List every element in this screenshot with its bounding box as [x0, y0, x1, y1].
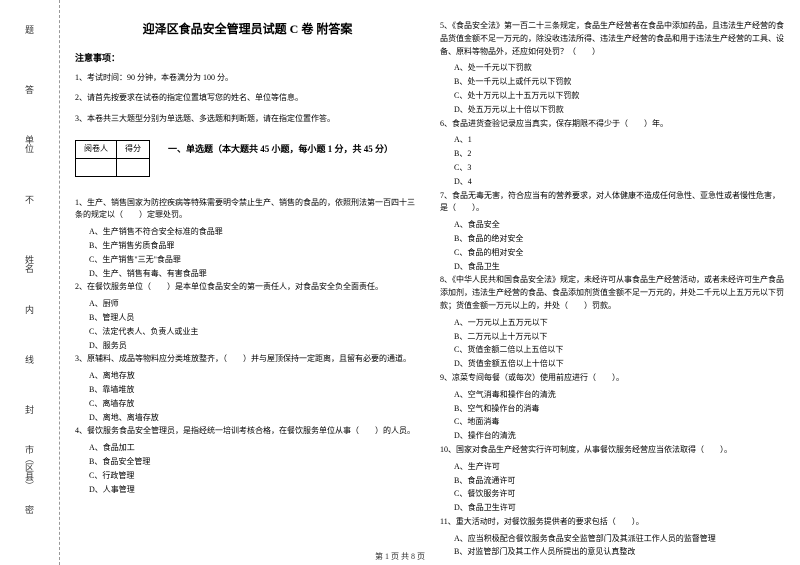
option: A、一万元以上五万元以下: [440, 317, 785, 330]
question-text: 9、凉菜专间每餐（或每次）使用前应进行（ ）。: [440, 372, 785, 385]
option: B、对监管部门及其工作人员所提出的意见认真整改: [440, 546, 785, 559]
binding-label: 封: [23, 405, 36, 414]
question-block: 4、餐饮服务食品安全管理员，是指经统一培训考核合格，在餐饮服务单位从事（ ）的人…: [75, 425, 420, 496]
question-text: 5、《食品安全法》第一百二十三条规定，食品生产经营者在食品中添加药品，且违法生产…: [440, 20, 785, 58]
question-text: 2、在餐饮服务单位（ ）是本单位食品安全的第一责任人，对食品安全负全面责任。: [75, 281, 420, 294]
question-text: 6、食品进货查验记录应当真实，保存期限不得少于（ ）年。: [440, 118, 785, 131]
option: A、食品加工: [75, 442, 420, 455]
notice-item: 1、考试时间：90 分钟，本卷满分为 100 分。: [75, 72, 420, 85]
question-block: 5、《食品安全法》第一百二十三条规定，食品生产经营者在食品中添加药品，且违法生产…: [440, 20, 785, 117]
binding-label: 不: [23, 195, 36, 204]
option: C、3: [440, 162, 785, 175]
content-columns: 迎泽区食品安全管理员试题 C 卷 附答案 注意事项： 1、考试时间：90 分钟，…: [60, 0, 800, 565]
option: A、处一千元以下罚款: [440, 62, 785, 75]
binding-label: 题: [23, 25, 36, 34]
option: D、人事管理: [75, 484, 420, 497]
right-column: 5、《食品安全法》第一百二十三条规定，食品生产经营者在食品中添加药品，且违法生产…: [440, 20, 785, 555]
binding-margin: 题 答 单位 不 姓名 内 线 封 市（区县） 密: [0, 0, 60, 565]
option: B、二万元以上十万元以下: [440, 331, 785, 344]
question-block: 1、生产、销售国家为防控疾病等特殊需要明令禁止生产、销售的食品的，依照刑法第一百…: [75, 197, 420, 281]
option: C、地面消毒: [440, 416, 785, 429]
option: A、空气消毒和操作台的清洗: [440, 389, 785, 402]
option: B、处一千元以上或仟元以下罚款: [440, 76, 785, 89]
option: B、靠墙堆放: [75, 384, 420, 397]
option: A、应当积极配合餐饮服务食品安全监管部门及其派驻工作人员的监督管理: [440, 533, 785, 546]
option: B、管理人员: [75, 312, 420, 325]
question-text: 4、餐饮服务食品安全管理员，是指经统一培训考核合格，在餐饮服务单位从事（ ）的人…: [75, 425, 420, 438]
option: C、行政管理: [75, 470, 420, 483]
binding-label: 内: [23, 305, 36, 314]
option: C、法定代表人、负责人或业主: [75, 326, 420, 339]
score-cell: [117, 158, 150, 176]
option: C、生产销售"三无"食品罪: [75, 254, 420, 267]
option: B、食品的绝对安全: [440, 233, 785, 246]
option: D、食品卫生: [440, 261, 785, 274]
binding-label: 姓名: [23, 255, 36, 273]
notice-item: 3、本卷共三大题型分别为单选题、多选题和判断题，请在指定位置作答。: [75, 113, 420, 126]
question-text: 11、重大活动时，对餐饮服务提供者的要求包括（ ）。: [440, 516, 785, 529]
option: D、操作台的清洗: [440, 430, 785, 443]
exam-page: 题 答 单位 不 姓名 内 线 封 市（区县） 密 迎泽区食品安全管理员试题 C…: [0, 0, 800, 565]
notice-heading: 注意事项：: [75, 51, 420, 65]
option: D、4: [440, 176, 785, 189]
option: A、食品安全: [440, 219, 785, 232]
option: A、厨师: [75, 298, 420, 311]
page-footer: 第 1 页 共 8 页: [375, 551, 425, 562]
binding-label: 线: [23, 355, 36, 364]
question-text: 8、《中华人民共和国食品安全法》规定，未经许可从事食品生产经营活动，或者未经许可…: [440, 274, 785, 312]
question-block: 10、国家对食品生产经营实行许可制度，从事餐饮服务经营应当依法取得（ ）。 A、…: [440, 444, 785, 515]
option: C、离墙存放: [75, 398, 420, 411]
option: A、生产许可: [440, 461, 785, 474]
binding-label: 密: [23, 505, 36, 514]
binding-label: 市（区县）: [23, 445, 36, 490]
option: D、处五万元以上十倍以下罚款: [440, 104, 785, 117]
option: B、生产销售劣质食品罪: [75, 240, 420, 253]
option: D、服务员: [75, 340, 420, 353]
option: C、处十万元以上十五万元以下罚款: [440, 90, 785, 103]
question-block: 9、凉菜专间每餐（或每次）使用前应进行（ ）。 A、空气消毒和操作台的清洗 B、…: [440, 372, 785, 443]
score-table: 阅卷人 得分: [75, 140, 150, 177]
binding-label: 答: [23, 85, 36, 94]
question-block: 11、重大活动时，对餐饮服务提供者的要求包括（ ）。 A、应当积极配合餐饮服务食…: [440, 516, 785, 559]
question-text: 10、国家对食品生产经营实行许可制度，从事餐饮服务经营应当依法取得（ ）。: [440, 444, 785, 457]
score-cell: [76, 158, 117, 176]
question-block: 7、食品无毒无害，符合应当有的营养要求，对人体健康不造成任何急性、亚急性或者慢性…: [440, 190, 785, 274]
score-section-row: 阅卷人 得分 一、单选题（本大题共 45 小题，每小题 1 分，共 45 分）: [75, 134, 420, 183]
question-block: 6、食品进货查验记录应当真实，保存期限不得少于（ ）年。 A、1 B、2 C、3…: [440, 118, 785, 189]
option: D、生产、销售有毒、有害食品罪: [75, 268, 420, 281]
option: B、食品安全管理: [75, 456, 420, 469]
option: D、食品卫生许可: [440, 502, 785, 515]
option: A、生产销售不符合安全标准的食品罪: [75, 226, 420, 239]
score-header: 阅卷人: [76, 140, 117, 158]
option: C、货值金额二倍以上五倍以下: [440, 344, 785, 357]
exam-title: 迎泽区食品安全管理员试题 C 卷 附答案: [75, 20, 420, 39]
option: C、餐饮服务许可: [440, 488, 785, 501]
option: A、1: [440, 134, 785, 147]
option: B、空气和操作台的消毒: [440, 403, 785, 416]
section-title: 一、单选题（本大题共 45 小题，每小题 1 分，共 45 分）: [168, 142, 393, 156]
question-block: 3、原辅料、成品等物料应分类堆放整齐，（ ）并与屋顶保持一定距离，且留有必要的通…: [75, 353, 420, 424]
option: C、食品的相对安全: [440, 247, 785, 260]
option: B、食品流通许可: [440, 475, 785, 488]
question-text: 7、食品无毒无害，符合应当有的营养要求，对人体健康不造成任何急性、亚急性或者慢性…: [440, 190, 785, 216]
question-text: 3、原辅料、成品等物料应分类堆放整齐，（ ）并与屋顶保持一定距离，且留有必要的通…: [75, 353, 420, 366]
score-header: 得分: [117, 140, 150, 158]
question-block: 8、《中华人民共和国食品安全法》规定，未经许可从事食品生产经营活动，或者未经许可…: [440, 274, 785, 371]
option: B、2: [440, 148, 785, 161]
binding-label: 单位: [23, 135, 36, 153]
notice-item: 2、请首先按要求在试卷的指定位置填写您的姓名、单位等信息。: [75, 92, 420, 105]
option: D、离地、离墙存放: [75, 412, 420, 425]
option: A、离地存放: [75, 370, 420, 383]
option: D、货值金额五倍以上十倍以下: [440, 358, 785, 371]
question-block: 2、在餐饮服务单位（ ）是本单位食品安全的第一责任人，对食品安全负全面责任。 A…: [75, 281, 420, 352]
question-text: 1、生产、销售国家为防控疾病等特殊需要明令禁止生产、销售的食品的，依照刑法第一百…: [75, 197, 420, 223]
left-column: 迎泽区食品安全管理员试题 C 卷 附答案 注意事项： 1、考试时间：90 分钟，…: [75, 20, 420, 555]
